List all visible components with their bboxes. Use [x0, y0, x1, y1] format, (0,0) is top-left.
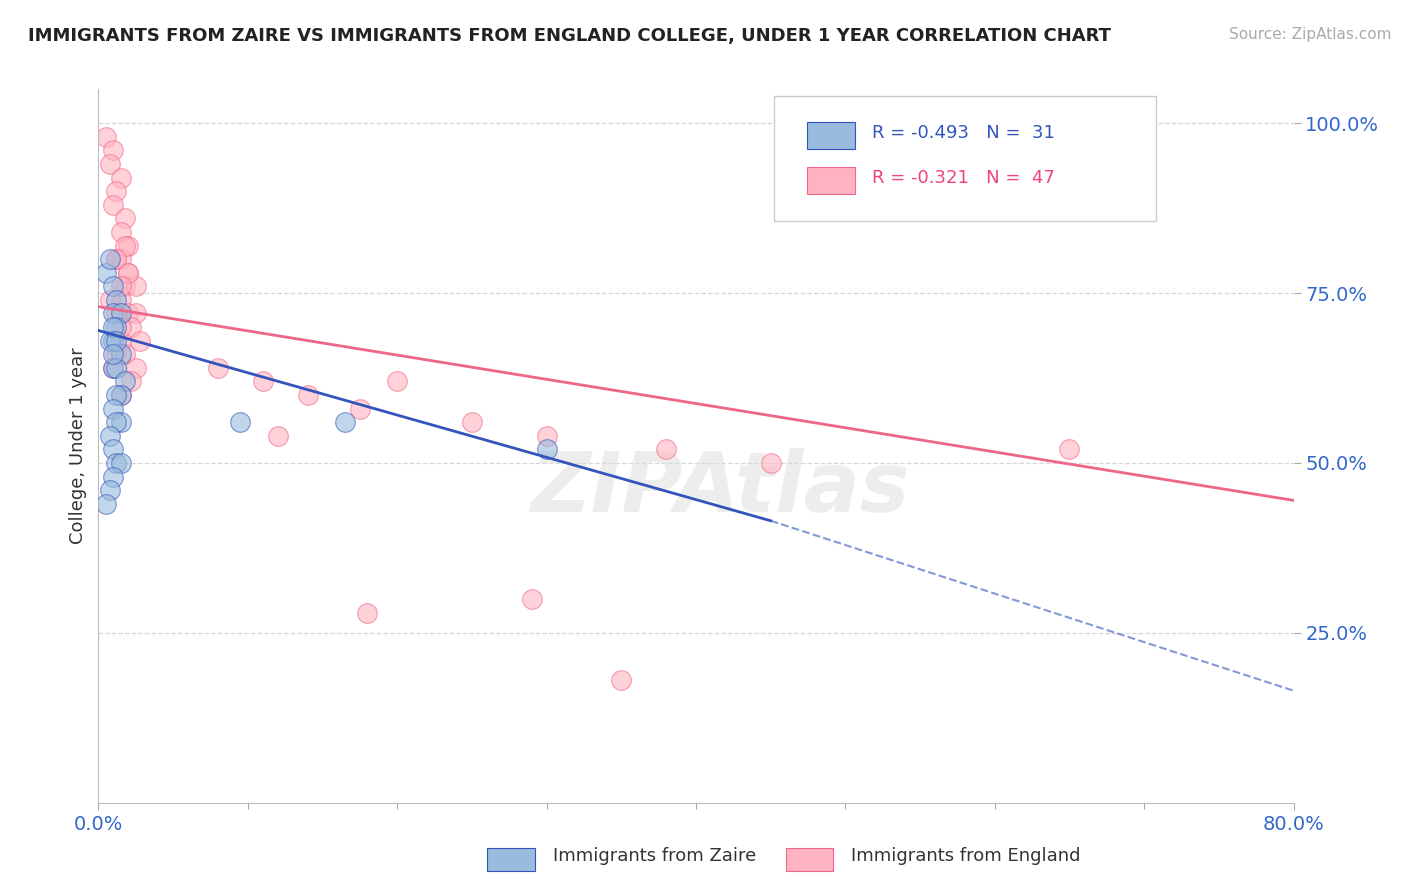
Point [98, 157, 122, 171]
Point [105, 306, 128, 320]
Point [207, 360, 229, 375]
Point [252, 375, 274, 389]
Point [110, 252, 132, 266]
Point [98, 334, 122, 348]
Point [610, 673, 633, 688]
Point [103, 401, 125, 416]
Point [105, 388, 128, 402]
Point [94, 129, 117, 144]
Point [105, 320, 128, 334]
Point [105, 184, 128, 198]
Point [105, 456, 128, 470]
Y-axis label: College, Under 1 year: College, Under 1 year [69, 348, 87, 544]
Point [110, 456, 132, 470]
Point [110, 347, 132, 361]
Point [117, 266, 139, 280]
Point [105, 415, 128, 429]
Point [105, 334, 128, 348]
Point [103, 360, 125, 375]
Point [125, 279, 148, 293]
Point [114, 347, 136, 361]
Point [103, 360, 125, 375]
Bar [486, 847, 534, 871]
Text: R = -0.493   N =  31: R = -0.493 N = 31 [872, 125, 1054, 143]
Point [98, 429, 122, 443]
Point [125, 306, 148, 320]
Point [105, 347, 128, 361]
Point [333, 415, 356, 429]
Point [103, 306, 125, 320]
Point [297, 388, 319, 402]
Point [110, 293, 132, 307]
Point [356, 606, 378, 620]
Bar [807, 122, 855, 149]
Point [110, 279, 132, 293]
Point [110, 388, 132, 402]
Point [105, 252, 128, 266]
Point [103, 347, 125, 361]
Bar [807, 167, 855, 194]
Point [536, 442, 558, 457]
Point [103, 144, 125, 158]
Point [105, 360, 128, 375]
Point [110, 320, 132, 334]
Point [103, 198, 125, 212]
Point [520, 591, 543, 606]
Point [117, 238, 139, 252]
Point [110, 388, 132, 402]
Point [103, 469, 125, 483]
Point [461, 415, 484, 429]
Point [385, 375, 409, 389]
Point [110, 170, 132, 185]
Point [655, 442, 678, 457]
Point [114, 375, 136, 389]
Point [98, 293, 122, 307]
Point [103, 279, 125, 293]
FancyBboxPatch shape [773, 96, 1156, 221]
Point [114, 211, 136, 226]
Text: IMMIGRANTS FROM ZAIRE VS IMMIGRANTS FROM ENGLAND COLLEGE, UNDER 1 YEAR CORRELATI: IMMIGRANTS FROM ZAIRE VS IMMIGRANTS FROM… [28, 27, 1111, 45]
Point [117, 306, 139, 320]
Point [98, 483, 122, 498]
Text: ZIPAtlas: ZIPAtlas [530, 449, 910, 529]
Point [94, 497, 117, 511]
Point [103, 442, 125, 457]
Point [114, 279, 136, 293]
Point [1059, 442, 1081, 457]
Text: R = -0.321   N =  47: R = -0.321 N = 47 [872, 169, 1054, 187]
Point [120, 320, 142, 334]
Point [110, 415, 132, 429]
Point [229, 415, 252, 429]
Point [114, 238, 136, 252]
Point [536, 429, 558, 443]
Point [110, 225, 132, 239]
Text: Immigrants from Zaire: Immigrants from Zaire [553, 847, 756, 865]
Point [129, 334, 152, 348]
Point [110, 306, 132, 320]
Point [267, 429, 290, 443]
Point [125, 360, 148, 375]
Point [105, 293, 128, 307]
Point [110, 334, 132, 348]
Point [94, 266, 117, 280]
Point [120, 375, 142, 389]
Point [349, 401, 371, 416]
Text: Source: ZipAtlas.com: Source: ZipAtlas.com [1229, 27, 1392, 42]
Point [103, 334, 125, 348]
Point [103, 320, 125, 334]
Point [117, 266, 139, 280]
Point [105, 252, 128, 266]
Point [759, 456, 782, 470]
Text: Immigrants from England: Immigrants from England [851, 847, 1081, 865]
Point [98, 252, 122, 266]
Bar [786, 847, 834, 871]
